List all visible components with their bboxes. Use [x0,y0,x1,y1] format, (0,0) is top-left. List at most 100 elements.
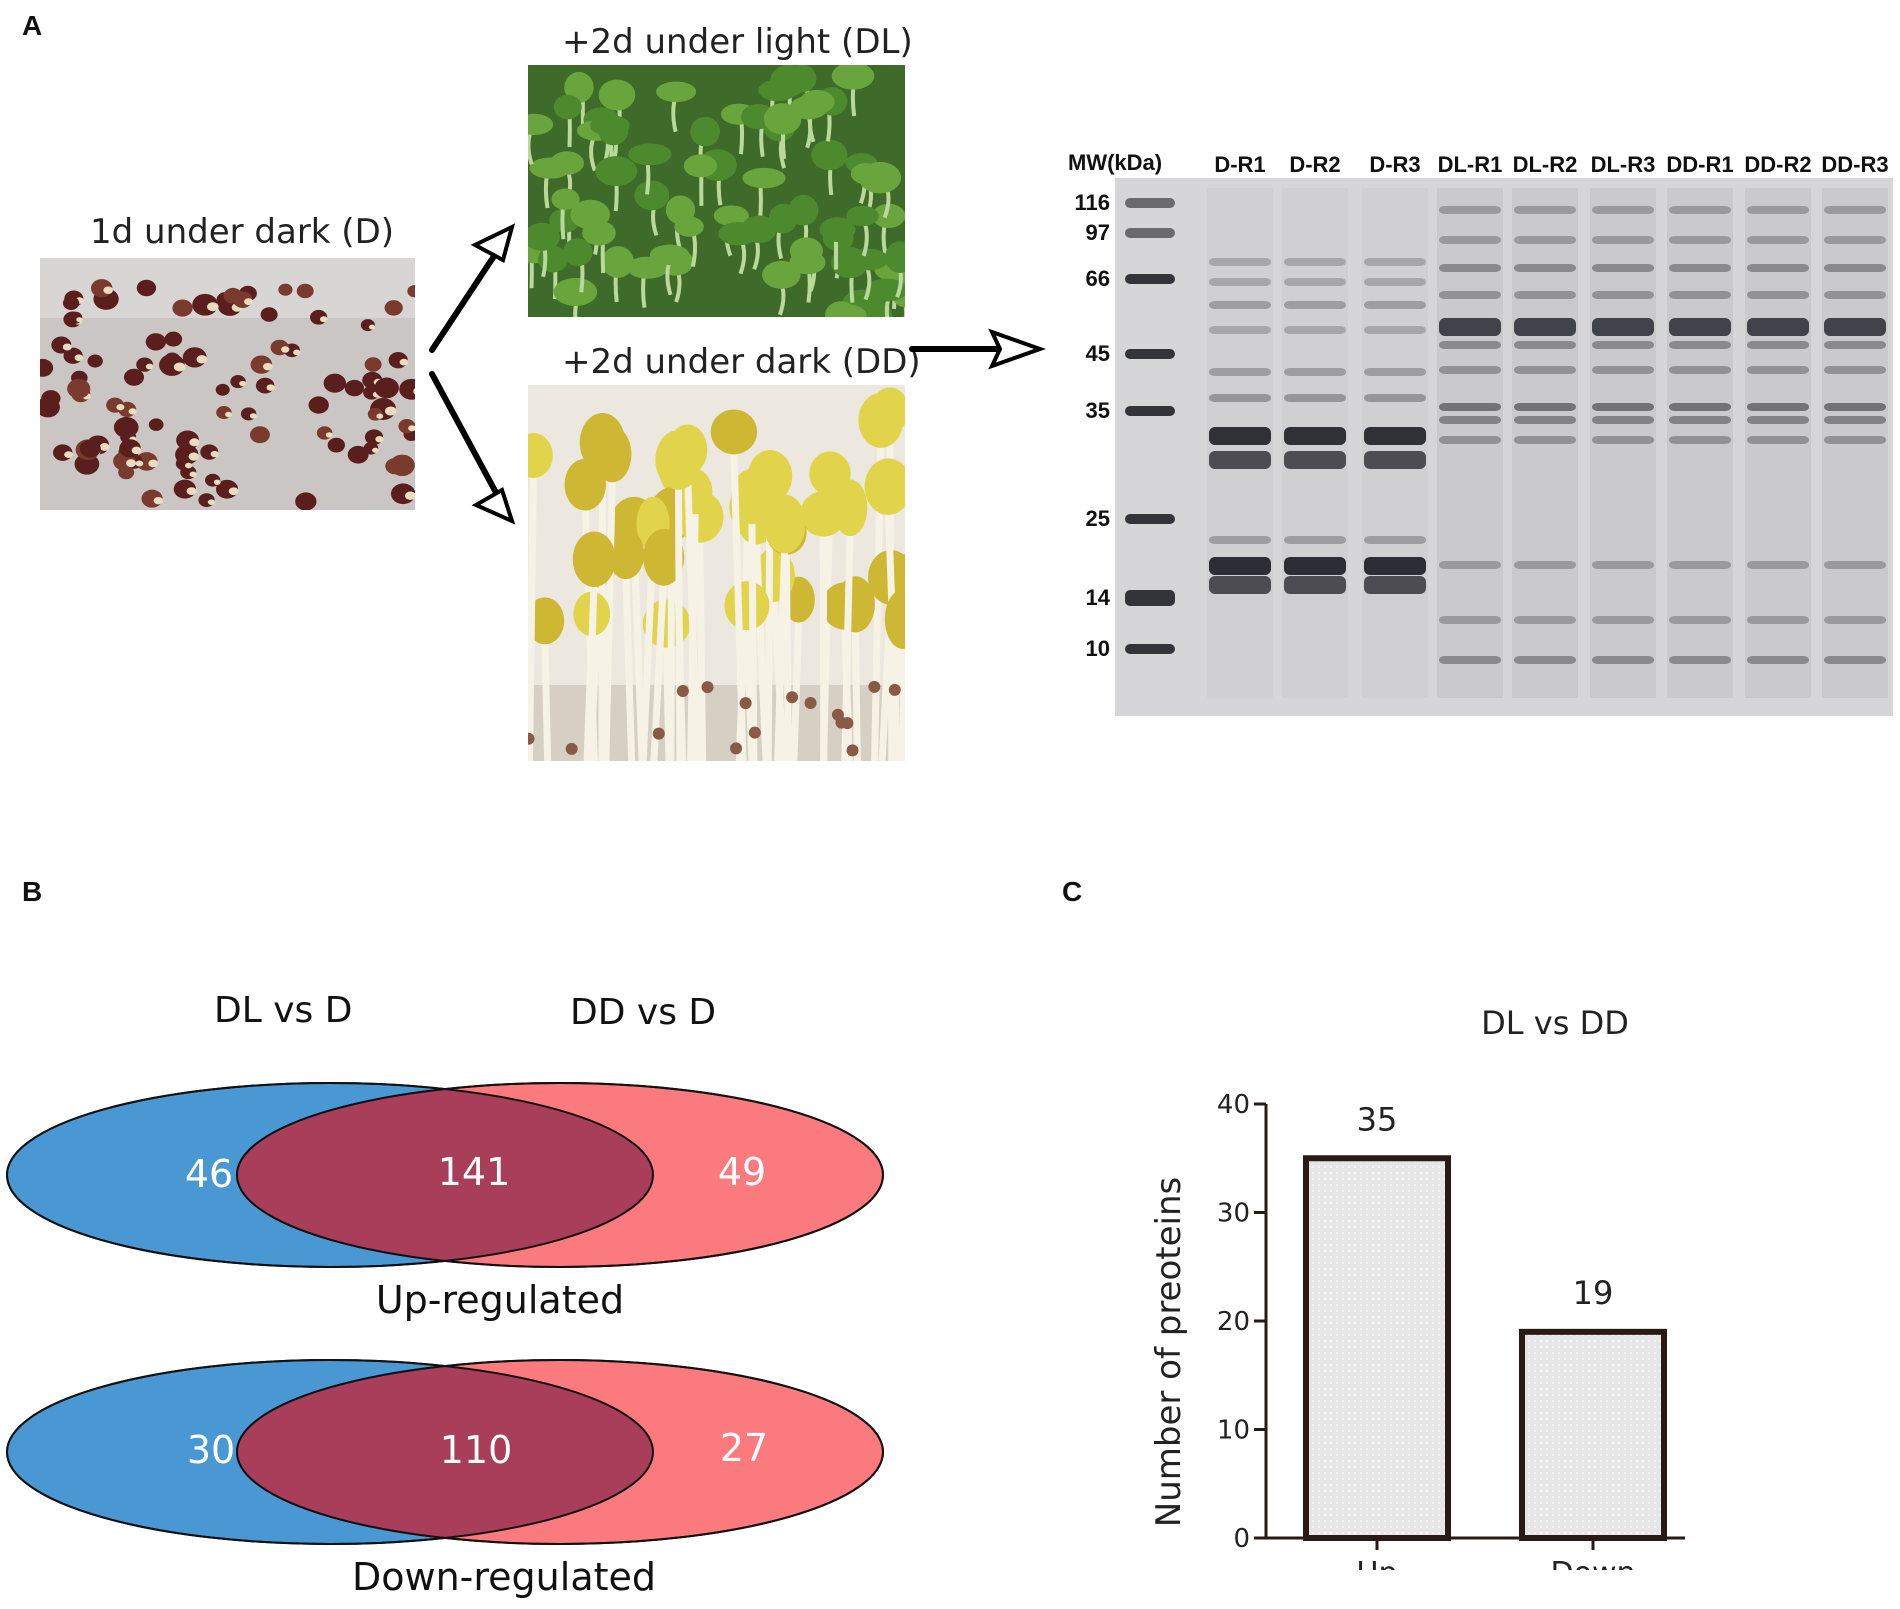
mw-marker-label: 25 [1085,506,1110,531]
seeds-photo [40,258,415,510]
protein-band [1364,278,1426,286]
protein-band [1824,206,1886,214]
x-category-label: Down [1550,1556,1635,1570]
bar-data-label: 35 [1357,1100,1398,1138]
protein-band [1669,436,1731,444]
protein-band [1364,394,1426,402]
protein-band [1669,206,1731,214]
venn-down-overlap-count: 110 [439,1428,513,1472]
venn-right-title: DD vs D [570,992,717,1033]
lane-label: DL-R2 [1512,152,1578,177]
mw-marker-label: 116 [1074,190,1111,215]
x-category-label: Up [1356,1556,1397,1570]
protein-band [1669,416,1731,424]
marker-band [1125,590,1175,606]
protein-band [1514,264,1576,272]
protein-band [1747,436,1809,444]
lane-label: D-R3 [1369,152,1421,177]
protein-band [1747,403,1809,411]
etiolated-seedlings-photo [528,385,905,761]
marker-band [1125,198,1175,208]
protein-band [1514,291,1576,299]
protein-band [1592,291,1654,299]
protein-band [1439,561,1501,569]
protein-band [1364,536,1426,544]
protein-band [1592,341,1654,349]
protein-band [1364,557,1426,575]
protein-band [1514,416,1576,424]
protein-band [1514,366,1576,374]
protein-band [1439,616,1501,624]
protein-band [1824,366,1886,374]
protein-band [1209,576,1271,594]
protein-band [1514,318,1576,336]
marker-band [1125,406,1175,416]
protein-band [1592,656,1654,664]
protein-band [1747,616,1809,624]
protein-band [1824,616,1886,624]
mw-header: MW(kDa) [1068,150,1163,175]
chart-axes: 0 10 20 30 40 [1217,1090,1685,1554]
protein-band [1439,318,1501,336]
y-tick-label: 30 [1217,1199,1250,1229]
protein-band [1439,291,1501,299]
protein-band [1439,416,1501,424]
panel-letter-c: C [1062,876,1083,907]
venn-diagrams [6,1082,884,1545]
protein-band [1514,236,1576,244]
protein-band [1747,366,1809,374]
protein-band [1824,264,1886,272]
venn-up-overlap-count: 141 [437,1150,511,1194]
protein-band [1747,206,1809,214]
protein-band [1669,366,1731,374]
protein-band [1209,557,1271,575]
lane-label: D-R2 [1289,152,1341,177]
mw-marker-label: 45 [1085,341,1110,366]
protein-band [1592,616,1654,624]
protein-band [1669,561,1731,569]
gel-lane [1745,188,1811,698]
protein-band [1364,326,1426,334]
protein-band [1284,427,1346,445]
protein-band [1747,318,1809,336]
protein-band [1592,318,1654,336]
marker-band [1125,644,1175,654]
protein-band [1284,536,1346,544]
marker-band [1125,274,1175,284]
gel-lane [1437,188,1503,698]
protein-band [1514,341,1576,349]
chart-title: DL vs DD [1481,1004,1629,1042]
green-seedlings-photo [528,65,905,317]
protein-band [1824,656,1886,664]
mw-marker-label: 66 [1085,266,1110,291]
protein-band [1209,326,1271,334]
mw-marker-label: 35 [1085,398,1110,423]
protein-band [1669,236,1731,244]
panel-letter-b: B [22,876,43,907]
protein-band [1284,326,1346,334]
venn-down-overlap [237,1360,653,1544]
lane-label: D-R1 [1214,152,1266,177]
protein-band [1824,236,1886,244]
protein-band [1824,403,1886,411]
protein-band [1747,291,1809,299]
protein-band [1209,451,1271,469]
caption-dark-2d: +2d under dark (DD) [562,342,921,382]
protein-band [1747,264,1809,272]
protein-band [1209,258,1271,266]
protein-band [1514,616,1576,624]
protein-band [1747,561,1809,569]
protein-band [1209,427,1271,445]
protein-band [1514,656,1576,664]
protein-band [1747,236,1809,244]
protein-band [1592,236,1654,244]
lane-label: DD-R1 [1666,152,1734,177]
protein-band [1514,206,1576,214]
protein-band [1284,576,1346,594]
venn-down-caption: Down-regulated [352,1555,656,1599]
protein-band [1824,318,1886,336]
arrowhead-light [470,223,516,263]
arrowhead-gel [988,328,1046,370]
lane-label: DD-R3 [1821,152,1889,177]
protein-band [1669,318,1731,336]
